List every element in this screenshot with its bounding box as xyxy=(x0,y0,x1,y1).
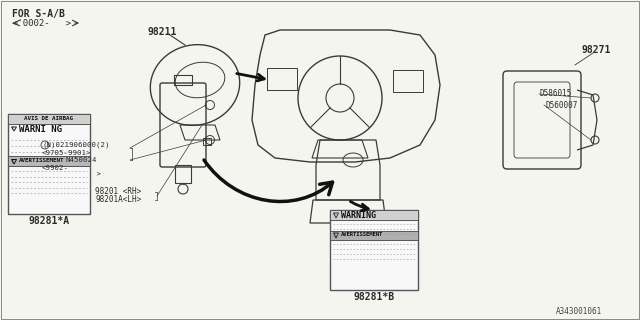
Text: <9902-: <9902- xyxy=(42,165,69,171)
Text: !: ! xyxy=(333,234,335,237)
Bar xyxy=(330,210,418,290)
Text: D560007: D560007 xyxy=(545,100,577,109)
Bar xyxy=(8,156,90,166)
Text: !: ! xyxy=(333,213,335,218)
Text: AVERTISSEMENT: AVERTISSEMENT xyxy=(19,158,65,164)
Bar xyxy=(330,231,418,240)
Text: AVIS DE AIRBAG: AVIS DE AIRBAG xyxy=(24,116,74,122)
Bar xyxy=(8,114,90,124)
Text: WARNING: WARNING xyxy=(341,211,376,220)
Text: 98201A<LH>: 98201A<LH> xyxy=(95,196,141,204)
Text: 98211: 98211 xyxy=(148,27,177,37)
Text: A343001061: A343001061 xyxy=(556,307,602,316)
Text: AVERTISSEMENT: AVERTISSEMENT xyxy=(341,233,383,237)
Text: N450024: N450024 xyxy=(65,157,97,163)
Bar xyxy=(203,138,211,145)
Text: WARNI NG: WARNI NG xyxy=(19,124,62,133)
Text: <'0002-   >: <'0002- > xyxy=(12,19,71,28)
Text: <9705-9901>: <9705-9901> xyxy=(42,150,92,156)
Bar xyxy=(175,165,191,183)
FancyArrowPatch shape xyxy=(204,160,333,202)
Text: (N)021906000(2): (N)021906000(2) xyxy=(42,142,109,148)
Text: !: ! xyxy=(12,126,13,131)
Text: !: ! xyxy=(12,159,13,164)
Text: 98201 <RH>: 98201 <RH> xyxy=(95,188,141,196)
Bar xyxy=(267,68,297,90)
Bar xyxy=(393,70,423,92)
Text: D586015: D586015 xyxy=(540,90,572,99)
Text: >: > xyxy=(56,171,101,177)
Bar xyxy=(330,210,418,220)
Text: 98281*A: 98281*A xyxy=(28,216,70,226)
Text: 98271: 98271 xyxy=(582,45,611,55)
Text: FOR S-A/B: FOR S-A/B xyxy=(12,9,65,19)
Text: 98281*B: 98281*B xyxy=(353,292,395,302)
Bar xyxy=(8,114,90,214)
Bar xyxy=(174,75,192,85)
